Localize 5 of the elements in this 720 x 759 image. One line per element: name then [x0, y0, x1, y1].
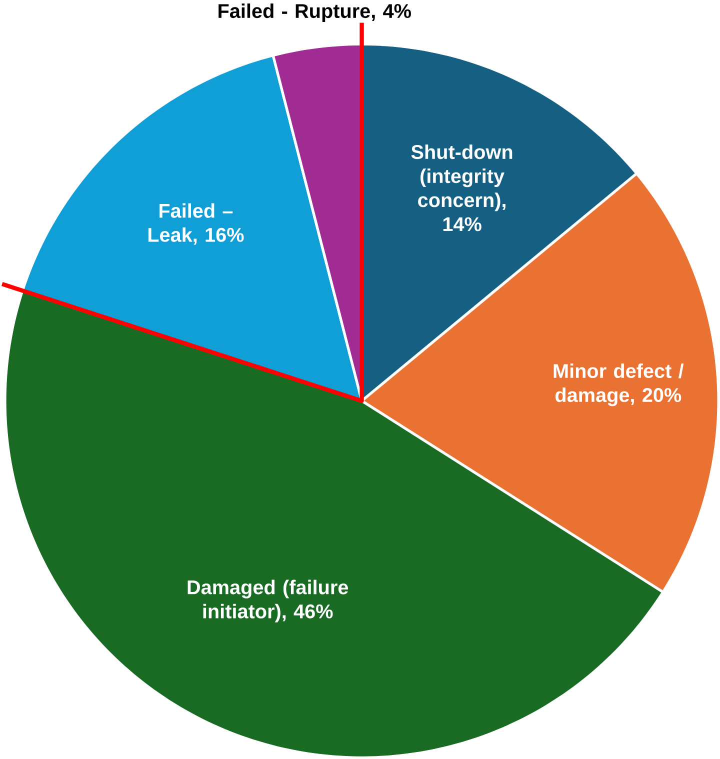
- slice-label: Failed – Leak, 16%: [148, 203, 244, 245]
- slice-label: Shut-down (integrity concern), 14%: [411, 144, 512, 232]
- slice-label: Failed - Rupture, 4%: [218, 3, 412, 22]
- slice-label: Minor defect / damage, 20%: [554, 363, 684, 406]
- slice-label: Damaged (failure initiator), 46%: [188, 580, 348, 622]
